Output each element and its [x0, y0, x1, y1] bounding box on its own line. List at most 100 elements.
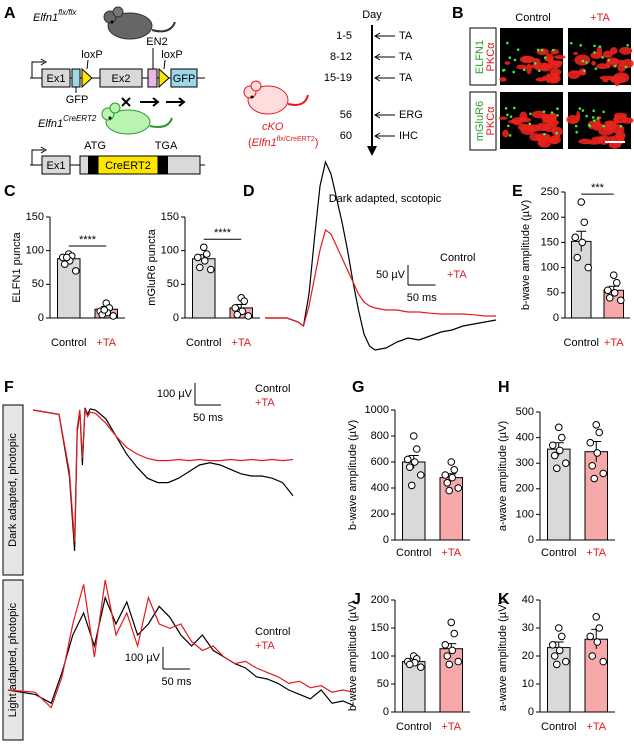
micrograph-signal: [602, 110, 605, 114]
data-point: [195, 263, 204, 272]
timeline-arrow: [374, 111, 395, 119]
micrograph-signal: [601, 56, 604, 59]
data-point: [450, 466, 459, 474]
micrograph-signal: [507, 124, 510, 128]
day-label: 60: [340, 130, 352, 142]
data-point: [454, 484, 463, 492]
data-point: [595, 624, 604, 632]
gfp-label: GFP: [66, 94, 89, 106]
side-label: Light adapted, photopic: [7, 602, 19, 717]
micrograph-signal: [592, 109, 595, 113]
micrograph-signal: [594, 67, 598, 70]
scale-label-x: 50 ms: [193, 412, 223, 424]
micrograph-signal: [581, 109, 585, 112]
significance-label: ****: [79, 234, 97, 246]
micrograph-signal: [499, 77, 507, 82]
data-point: [448, 473, 457, 482]
y-tick-label: 20: [522, 650, 534, 662]
day-label: 1-5: [336, 30, 352, 42]
loxp-label: loxP: [161, 49, 182, 61]
y-tick-label: 200: [516, 483, 534, 495]
legend-label: Control: [255, 626, 290, 638]
data-point: [403, 455, 412, 464]
micrograph-signal: [550, 48, 560, 55]
micrograph-signal: [541, 119, 557, 124]
micrograph-signal: [610, 47, 618, 55]
legend-label: +TA: [447, 269, 467, 281]
x-tick-label: +TA: [586, 547, 606, 559]
micrograph-signal: [578, 138, 593, 145]
timeline-arrow: [374, 74, 395, 82]
data-point: [552, 464, 561, 473]
x-tick-label: Control: [186, 337, 221, 349]
scale-label-y: 100 µV: [157, 388, 193, 400]
y-tick-label: 50: [547, 287, 559, 299]
data-point: [441, 471, 450, 479]
timeline: Day 1-5 TA 8-12 TA 15-19 TA 56 ERG 60 IHC: [324, 9, 423, 156]
panel-label: F: [4, 379, 14, 396]
y-tick-label: 100: [371, 650, 389, 662]
data-point: [554, 423, 563, 432]
gene: Elfn1: [38, 118, 63, 130]
micrograph-signal: [592, 119, 596, 123]
micrograph-signal: [516, 48, 520, 51]
micrograph-signal: [593, 44, 596, 48]
x-tick-label: +TA: [604, 337, 624, 349]
y-tick-label: 100: [26, 245, 44, 257]
data-point: [590, 474, 599, 483]
micrograph-signal: [579, 44, 583, 47]
allele: flx/CreERT2: [277, 136, 315, 143]
y-tick-label: 100: [161, 245, 179, 257]
micrograph-signal: [513, 106, 516, 110]
data-point: [555, 646, 564, 655]
micrograph-signal: [607, 136, 615, 142]
micrograph-signal: [614, 64, 617, 68]
micrograph-signal: [598, 45, 602, 48]
data-point: [586, 438, 595, 447]
x-tick-label: +TA: [586, 721, 606, 733]
micrograph-signal: [624, 65, 628, 69]
scale-label-y: 50 µV: [376, 269, 406, 281]
micrograph-signal: [619, 46, 633, 55]
loxp-site: [158, 67, 170, 89]
x-tick-label: +TA: [231, 337, 251, 349]
creert2-label: CreERT2: [105, 160, 151, 172]
micrograph-signal: [583, 69, 586, 73]
y-tick-label: 50: [32, 278, 44, 290]
data-point: [548, 441, 557, 450]
legend-label: +TA: [255, 640, 275, 652]
trace-chart: Light adapted, photopic Control +TA 100 µV5…: [2, 579, 354, 741]
start-codon: [88, 156, 98, 174]
micrograph-signal: [581, 59, 585, 63]
trace: [7, 579, 354, 709]
data-point: [405, 660, 414, 669]
chart-title: Dark adapted, scotopic: [329, 193, 442, 205]
loxp-site: [81, 67, 93, 89]
data-point: [445, 660, 454, 669]
significance-label: ****: [214, 227, 232, 239]
micrograph-signal: [598, 127, 614, 136]
exon-label: Ex1: [47, 160, 66, 172]
micrograph-signal: [521, 55, 531, 63]
en2-element: [147, 68, 158, 88]
micrograph-signal: [506, 113, 509, 117]
micrograph-signal: [550, 111, 554, 115]
y-tick-label: 400: [371, 482, 389, 494]
micrograph-signal: [591, 60, 596, 66]
trace-chart: Dark adapted, scotopic Control +TA 50 µV50 …: [265, 160, 497, 351]
micrograph-signal: [508, 134, 512, 137]
y-axis-label: a-wave amplitude (µV): [497, 421, 509, 531]
micrograph-signal: [535, 77, 546, 82]
y-tick-label: 0: [383, 706, 389, 718]
micrograph-signal: [502, 68, 506, 72]
y-tick-label: 300: [516, 457, 534, 469]
micrograph-signal: [523, 68, 526, 72]
micrograph-signal: [588, 124, 592, 128]
micrograph-signal: [513, 58, 517, 62]
cross-symbol: [121, 97, 186, 107]
exon-label: Ex2: [112, 73, 131, 85]
data-point: [199, 243, 208, 252]
y-tick-label: 150: [26, 211, 44, 223]
panel-label: G: [352, 379, 364, 396]
